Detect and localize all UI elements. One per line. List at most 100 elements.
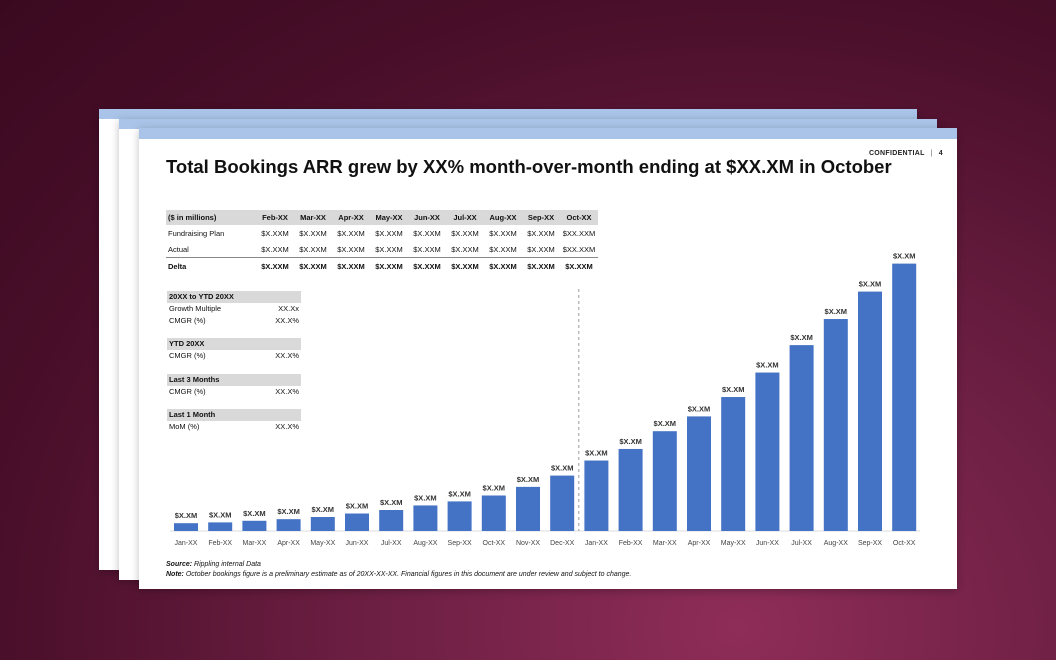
stat-value: XX.X% xyxy=(275,387,299,396)
table-cell: $X.XXM xyxy=(256,257,294,274)
x-tick-label: Apr-XX xyxy=(277,540,300,547)
bar xyxy=(276,519,301,531)
x-tick-label: Jun-XX xyxy=(346,540,369,547)
table-cell: $X.XXM xyxy=(408,257,446,274)
x-tick-label: Aug-XX xyxy=(413,540,437,547)
table-cell: $X.XXM xyxy=(337,228,365,238)
stat-label: CMGR (%) xyxy=(169,316,206,325)
stat-row: CMGR (%) XX.X% xyxy=(167,315,301,327)
data-label: $X.XM xyxy=(517,475,540,484)
page-number: 4 xyxy=(938,150,943,157)
x-tick-label: Oct-XX xyxy=(483,540,506,547)
table-cell: $X.XXM xyxy=(413,244,441,254)
table-header: May-XX xyxy=(370,210,408,225)
x-tick-label: Feb-XX xyxy=(208,540,232,547)
bar xyxy=(892,263,917,531)
stat-header: Last 1 Month xyxy=(167,409,301,421)
table-cell: $XX.XXM xyxy=(562,244,596,254)
slide-top-bar xyxy=(119,119,937,129)
table-header: Jul-XX xyxy=(446,210,484,225)
data-label: $X.XM xyxy=(619,437,642,446)
stat-block-ytd: YTD 20XX CMGR (%) XX.X% xyxy=(167,338,301,362)
stat-row: Growth Multiple XX.Xx xyxy=(167,303,301,315)
bar xyxy=(208,522,233,531)
bar xyxy=(481,495,506,531)
data-label: $X.XM xyxy=(346,502,369,511)
main-slide: CONFIDENTIAL | 4 Total Bookings ARR grew b… xyxy=(139,128,957,589)
row-label: Fundraising Plan xyxy=(168,228,225,238)
table-cell: $X.XXM xyxy=(375,244,403,254)
table-cell: $X.XXM xyxy=(299,244,327,254)
bar xyxy=(823,319,848,531)
stat-value: XX.Xx xyxy=(278,304,299,313)
x-tick-label: Feb-XX xyxy=(619,540,643,547)
table-cell: $X.XXM xyxy=(299,228,327,238)
x-tick-label: Jan-XX xyxy=(585,540,608,547)
stat-row: CMGR (%) XX.X% xyxy=(167,386,301,398)
table-header-row: ($ in millions) Feb-XX Mar-XX Apr-XX May… xyxy=(166,210,598,225)
table-header: Apr-XX xyxy=(332,210,370,225)
source-text: Rippling internal Data xyxy=(194,561,261,568)
bar xyxy=(516,486,540,531)
table-cell: $X.XXM xyxy=(261,228,289,238)
table-cell: $X.XXM xyxy=(451,244,479,254)
x-tick-label: Aug-XX xyxy=(824,540,848,547)
table-cell: $X.XXM xyxy=(261,244,289,254)
bar xyxy=(584,460,609,531)
bar xyxy=(310,517,335,531)
bar xyxy=(413,505,438,531)
table-cell: $X.XXM xyxy=(337,244,365,254)
data-label: $X.XM xyxy=(688,404,711,413)
stat-value: XX.X% xyxy=(275,422,299,431)
row-label: Delta xyxy=(166,257,256,274)
note-label: Note: xyxy=(166,571,184,578)
table-header: Jun-XX xyxy=(408,210,446,225)
confidential-text: CONFIDENTIAL xyxy=(868,150,925,157)
plan-vs-actual-table: ($ in millions) Feb-XX Mar-XX Apr-XX May… xyxy=(166,210,598,274)
x-tick-label: Mar-XX xyxy=(653,540,677,547)
stat-value: XX.X% xyxy=(275,316,299,325)
x-tick-label: Mar-XX xyxy=(243,540,267,547)
stat-header: 20XX to YTD 20XX xyxy=(167,291,301,303)
table-row: Fundraising Plan $X.XXM $X.XXM $X.XXM $X… xyxy=(166,225,598,241)
data-label: $X.XM xyxy=(277,507,300,516)
stat-label: CMGR (%) xyxy=(169,387,206,396)
stat-header: Last 3 Months xyxy=(167,374,301,386)
table-header: ($ in millions) xyxy=(166,210,256,225)
stat-label: Growth Multiple xyxy=(169,304,222,313)
x-tick-label: Dec-XX xyxy=(550,540,574,547)
x-tick-label: Jul-XX xyxy=(791,540,812,547)
table-cell: $X.XXM xyxy=(489,228,517,238)
bar xyxy=(687,416,711,531)
table-cell: $X.XXM xyxy=(489,244,517,254)
data-label: $X.XM xyxy=(790,333,813,342)
table-cell: $X.XXM xyxy=(332,257,370,274)
table-header: Mar-XX xyxy=(294,210,332,225)
data-label: $X.XM xyxy=(209,510,232,519)
data-label: $X.XM xyxy=(414,493,437,502)
confidential-label: CONFIDENTIAL | 4 xyxy=(869,150,943,157)
bar xyxy=(174,523,198,531)
data-label: $X.XM xyxy=(312,505,335,514)
stat-label: CMGR (%) xyxy=(169,351,206,360)
x-tick-label: Oct-XX xyxy=(893,540,916,547)
data-label: $X.XM xyxy=(722,385,745,394)
x-tick-label: Jul-XX xyxy=(381,540,402,547)
table-header: Sep-XX xyxy=(522,210,560,225)
x-tick-label: May-XX xyxy=(721,540,746,547)
header-separator: | xyxy=(930,150,933,157)
table-cell: $X.XXM xyxy=(484,257,522,274)
table-cell: $X.XXM xyxy=(560,257,598,274)
data-label: $X.XM xyxy=(825,307,848,316)
data-label: $X.XM xyxy=(756,361,779,370)
x-tick-label: Apr-XX xyxy=(688,540,711,547)
table-cell: $X.XXM xyxy=(522,257,560,274)
data-label: $X.XM xyxy=(654,419,677,428)
table-cell: $X.XXM xyxy=(413,228,441,238)
table-cell: $XX.XXM xyxy=(562,228,596,238)
table-header: Oct-XX xyxy=(560,210,598,225)
data-label: $X.XM xyxy=(585,449,608,458)
slide-title: Total Bookings ARR grew by XX% month-ove… xyxy=(166,156,892,177)
data-label: $X.XM xyxy=(243,509,266,518)
x-tick-label: Nov-XX xyxy=(516,540,540,547)
